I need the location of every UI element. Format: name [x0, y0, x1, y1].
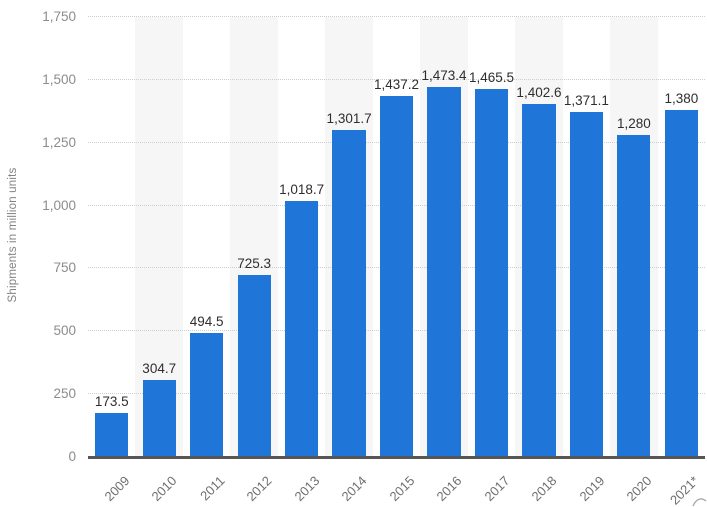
bar-2013[interactable] [284, 200, 319, 457]
column-2020: 1,280 2020 [610, 17, 658, 504]
column-2009: 173.5 2009 [88, 17, 135, 504]
column-2018: 1,402.6 2018 [515, 17, 563, 504]
y-tick-label-1500: 1,500 [42, 71, 76, 87]
column-2016: 1,473.4 2016 [420, 17, 468, 504]
x-tick-label-2020: 2020 [623, 473, 655, 505]
y-tick-label-1000: 1,000 [42, 197, 76, 213]
bar-2011[interactable] [190, 332, 224, 457]
bar-2015[interactable] [379, 95, 414, 457]
column-2011: 494.5 2011 [183, 17, 230, 504]
x-tick-label-2009: 2009 [101, 473, 133, 505]
x-tick-label-2014: 2014 [338, 473, 370, 505]
bar-2019[interactable] [569, 112, 604, 457]
bar-value-label-2017: 1,465.5 [468, 69, 515, 85]
x-tick-label-2016: 2016 [433, 473, 465, 505]
bar-2020[interactable] [617, 135, 651, 457]
y-tick-label-0: 0 [68, 449, 76, 464]
bar-2021[interactable] [664, 110, 698, 457]
x-axis-line [88, 456, 705, 459]
x-tick-label-2013: 2013 [291, 473, 323, 505]
column-2021: 1,380 2021* [658, 17, 705, 507]
column-2010: 304.7 2010 [135, 17, 183, 504]
x-tick-label-2017: 2017 [481, 473, 513, 505]
bar-2018[interactable] [522, 104, 556, 457]
y-tick-label-1750: 1,750 [42, 9, 76, 24]
bar-value-label-2015: 1,437.2 [374, 76, 420, 92]
bar-value-label-2012: 725.3 [237, 255, 272, 271]
x-tick-label-2012: 2012 [243, 473, 275, 505]
bar-columns: 173.5 2009 304.7 2010 494.5 2011 725.3 2012 1,01… [88, 17, 705, 507]
y-tick-label-1250: 1,250 [42, 134, 76, 150]
plot-area: 173.5 2009 304.7 2010 494.5 2011 725.3 2012 1,01… [88, 16, 705, 507]
column-2014: 1,301.7 2014 [325, 17, 373, 504]
x-tick-label-2010: 2010 [148, 473, 180, 505]
x-tick-label-2011: 2011 [196, 473, 228, 504]
bar-2016[interactable] [427, 86, 461, 457]
y-tick-label-500: 500 [53, 323, 76, 339]
cropped-label-artifact [692, 498, 707, 507]
bar-value-label-2013: 1,018.7 [279, 181, 325, 197]
bar-value-label-2021: 1,380 [664, 91, 699, 107]
column-2017: 1,465.5 2017 [468, 17, 515, 505]
bar-value-label-2018: 1,402.6 [516, 85, 562, 101]
y-tick-label-750: 750 [53, 260, 76, 276]
y-axis-title: Shipments in million units [7, 167, 19, 303]
column-2012: 725.3 2012 [230, 17, 278, 504]
bar-2014[interactable] [332, 129, 366, 457]
bar-value-label-2009: 173.5 [94, 394, 129, 410]
column-2019: 1,371.1 2019 [563, 17, 610, 504]
x-tick-label-2018: 2018 [528, 473, 560, 505]
bar-2010[interactable] [142, 380, 176, 457]
bar-value-label-2010: 304.7 [142, 361, 177, 377]
bar-value-label-2011: 494.5 [189, 313, 224, 329]
bar-value-label-2020: 1,280 [616, 116, 651, 132]
y-tick-label-250: 250 [53, 386, 76, 402]
bar-value-label-2019: 1,371.1 [563, 93, 609, 109]
bar-2012[interactable] [237, 274, 271, 457]
bar-2009[interactable] [95, 413, 129, 457]
column-2013: 1,018.7 2013 [278, 17, 325, 504]
column-2015: 1,437.2 2015 [373, 17, 420, 504]
bar-value-label-2014: 1,301.7 [326, 110, 372, 126]
bar-value-label-2016: 1,473.4 [421, 67, 467, 83]
bar-2017[interactable] [474, 88, 509, 457]
x-tick-label-2015: 2015 [386, 473, 418, 505]
x-tick-label-2019: 2019 [575, 473, 608, 505]
